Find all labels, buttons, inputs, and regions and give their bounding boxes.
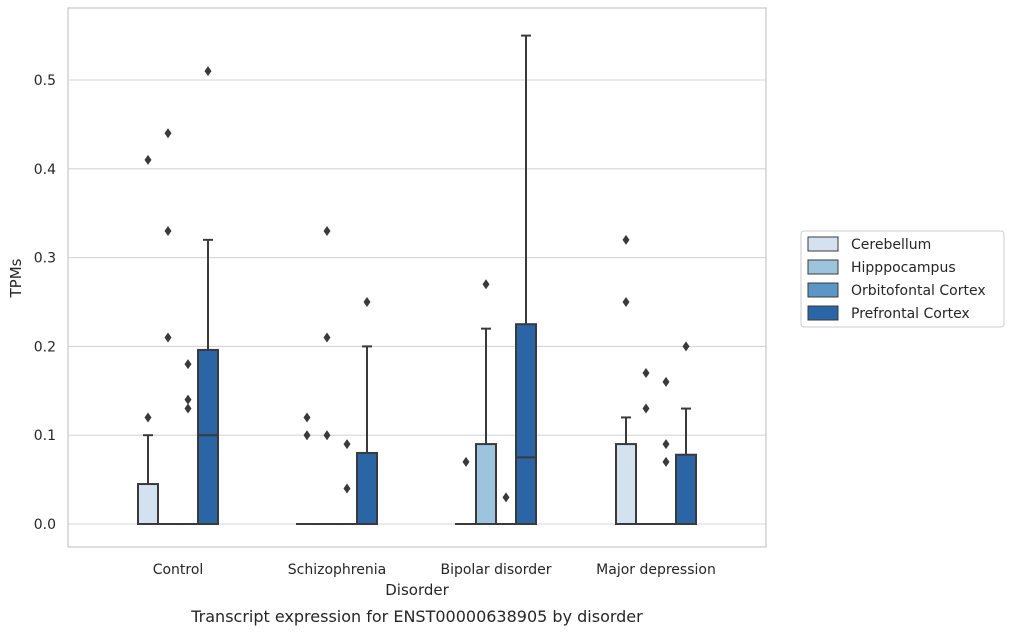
outlier-point [303, 412, 311, 423]
outlier-point [462, 456, 470, 467]
outlier-point [642, 368, 650, 379]
outlier-point [482, 279, 490, 290]
y-tick-label: 0.3 [34, 251, 56, 267]
outlier-point [682, 341, 690, 352]
box-group [336, 439, 358, 526]
x-tick-label: Bipolar disorder [440, 562, 551, 578]
x-tick-label: Major depression [596, 562, 716, 578]
outlier-point [323, 225, 331, 236]
outlier-point [622, 297, 630, 307]
legend-swatch [807, 305, 839, 321]
legend: Cerebellum Hipppocampus Orbitofontal Corte… [800, 230, 1005, 328]
box-group [197, 66, 219, 525]
box-body [197, 348, 219, 525]
outlier-point [204, 66, 212, 77]
box-body [515, 323, 537, 526]
legend-label: Orbitofontal Cortex [851, 283, 986, 299]
legend-label: Hipppocampus [851, 260, 956, 276]
outlier-point [363, 297, 371, 307]
box-body [615, 443, 637, 525]
outlier-point [622, 234, 630, 245]
y-tick-label: 0.4 [34, 162, 56, 178]
outlier-point [184, 394, 192, 405]
legend-swatch [807, 282, 839, 298]
box-group [316, 225, 338, 526]
box-group [615, 234, 637, 525]
boxes [137, 34, 697, 526]
box-group [635, 368, 657, 526]
legend-label: Prefrontal Cortex [851, 306, 970, 322]
x-tick-label: Control [153, 562, 204, 578]
y-axis-ticks: 0.0 0.1 0.2 0.3 0.4 0.5 [34, 73, 56, 533]
outlier-point [502, 492, 510, 503]
box-body [356, 451, 378, 525]
box-group [675, 341, 697, 525]
outlier-point [323, 332, 331, 343]
y-tick-label: 0.1 [34, 428, 56, 444]
outlier-point [164, 128, 172, 139]
box-group [356, 297, 378, 525]
outlier-point [303, 430, 311, 441]
y-tick-label: 0.2 [34, 339, 56, 355]
outlier-point [184, 359, 192, 370]
box-group [177, 359, 199, 526]
box-group [157, 128, 179, 526]
outlier-point [343, 483, 351, 494]
box-group [495, 492, 517, 526]
outlier-point [662, 376, 670, 387]
box-group [296, 412, 318, 526]
x-axis-label: Disorder [385, 581, 449, 599]
y-tick-label: 0.0 [34, 517, 56, 533]
grid-lines [68, 79, 766, 525]
legend-label: Cerebellum [851, 237, 931, 253]
outlier-point [164, 332, 172, 343]
y-axis-label: TPMs [7, 258, 25, 298]
legend-swatch [807, 236, 839, 252]
outlier-point [144, 412, 152, 423]
plot-area-frame [67, 7, 767, 548]
outlier-point [662, 456, 670, 467]
outlier-point [323, 430, 331, 441]
box-group [455, 456, 477, 526]
outlier-point [184, 403, 192, 414]
legend-frame [800, 230, 1005, 328]
box-body [475, 443, 497, 525]
box-body [675, 453, 697, 525]
outlier-point [642, 403, 650, 414]
x-axis-ticks: Control Schizophrenia Bipolar disorder Majo… [153, 562, 716, 578]
outlier-point [343, 439, 351, 450]
box-group [515, 34, 537, 526]
box-body [137, 483, 159, 526]
x-tick-label: Schizophrenia [288, 562, 386, 578]
legend-swatch [807, 259, 839, 275]
outlier-point [164, 225, 172, 236]
y-tick-label: 0.5 [34, 73, 56, 89]
box-group [655, 376, 677, 526]
outlier-point [662, 439, 670, 450]
box-group [137, 154, 159, 526]
chart-caption: Transcript expression for ENST0000063890… [190, 607, 643, 626]
box-group [475, 279, 497, 525]
outlier-point [144, 154, 152, 165]
